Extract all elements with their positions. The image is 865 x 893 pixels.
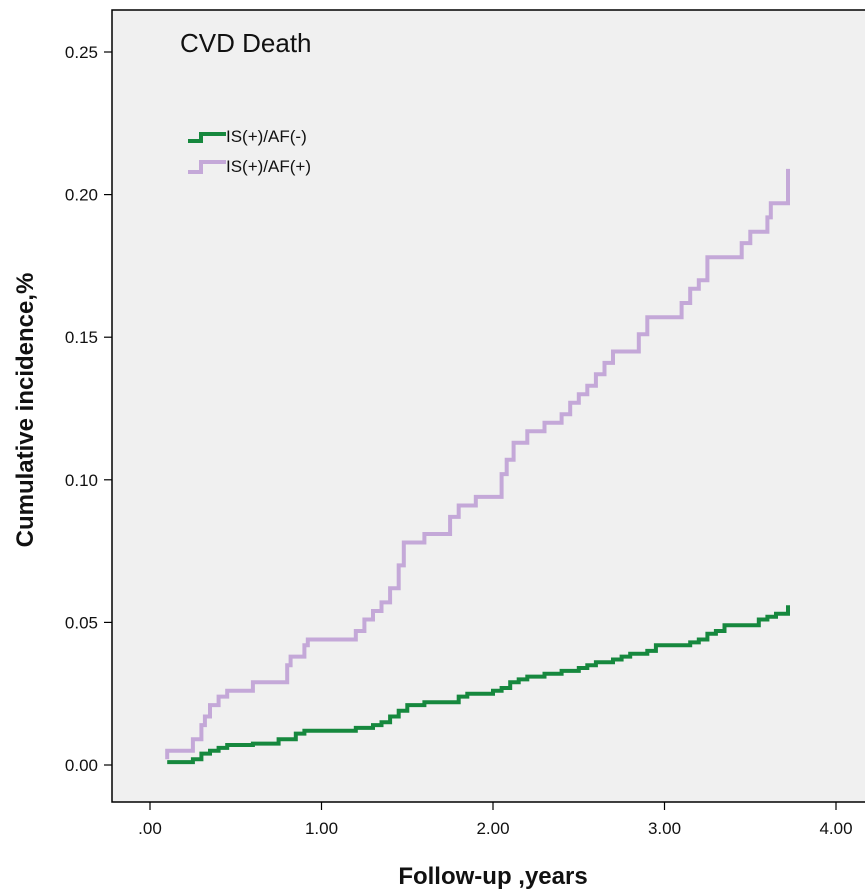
x-axis-title: Follow-up ,years <box>398 863 587 890</box>
legend-label-is-af-neg: IS(+)/AF(-) <box>226 127 307 146</box>
y-tick-label: 0.00 <box>65 756 98 775</box>
x-tick-label: 4.00 <box>819 819 852 838</box>
y-tick-label: 0.10 <box>65 471 98 490</box>
legend: IS(+)/AF(-) IS(+)/AF(+) <box>188 127 311 176</box>
legend-item-is-af-neg: IS(+)/AF(-) <box>188 127 307 146</box>
y-tick-label: 0.15 <box>65 328 98 347</box>
x-axis: .00 1.00 2.00 3.00 4.00 <box>138 802 853 838</box>
chart-title: CVD Death <box>180 28 312 58</box>
legend-label-is-af-pos: IS(+)/AF(+) <box>226 157 311 176</box>
y-axis: 0.00 0.05 0.10 0.15 0.20 0.25 <box>65 43 112 775</box>
y-tick-label: 0.20 <box>65 186 98 205</box>
legend-swatch-is-af-neg <box>188 132 226 143</box>
legend-item-is-af-pos: IS(+)/AF(+) <box>188 157 311 176</box>
x-tick-label: 1.00 <box>305 819 338 838</box>
x-tick-label: .00 <box>138 819 162 838</box>
x-tick-label: 2.00 <box>476 819 509 838</box>
x-tick-label: 3.00 <box>648 819 681 838</box>
y-tick-label: 0.25 <box>65 43 98 62</box>
y-axis-title: Cumulative incidence,% <box>12 273 39 548</box>
series-line-is-af-neg <box>167 605 790 765</box>
legend-swatch-is-af-pos <box>188 160 226 174</box>
series-line-is-af-pos <box>165 168 790 760</box>
plot-area <box>111 9 865 803</box>
series-layer <box>165 168 790 765</box>
y-tick-label: 0.05 <box>65 613 98 632</box>
